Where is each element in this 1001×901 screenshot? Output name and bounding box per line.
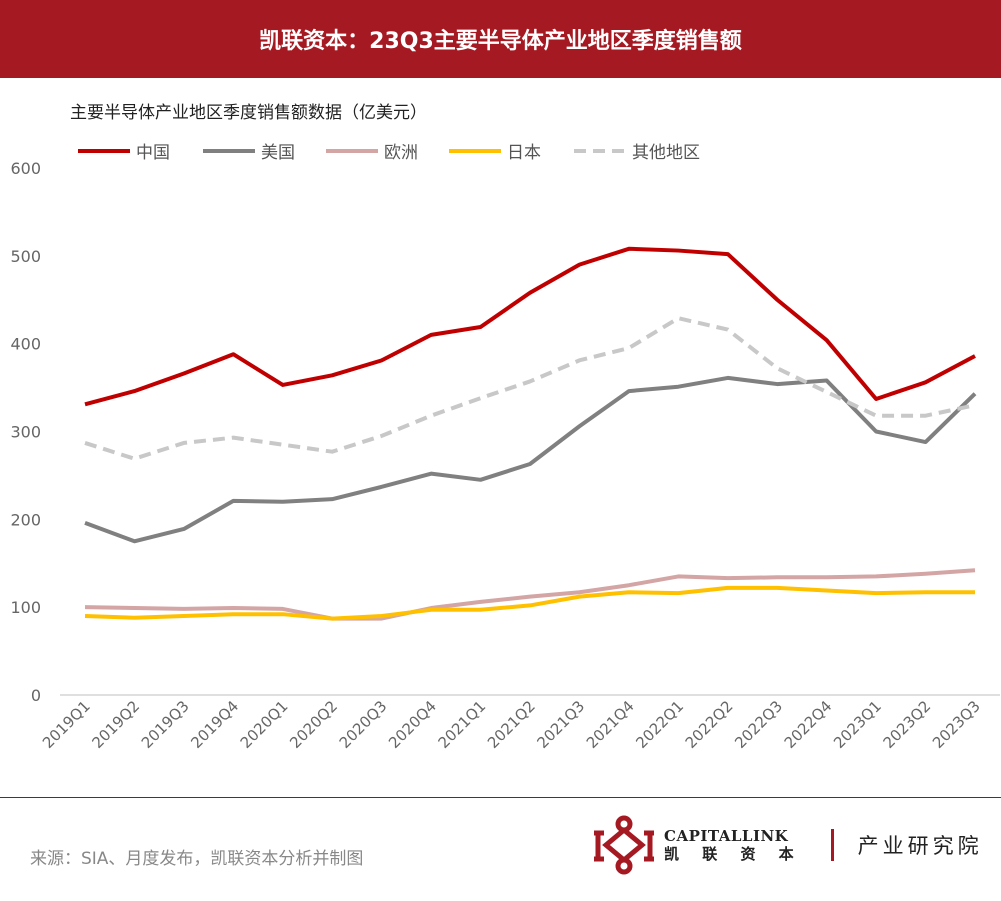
x-tick-label: 2019Q1 — [39, 697, 94, 752]
series-line-2 — [84, 375, 977, 544]
x-tick-label: 2023Q3 — [929, 697, 984, 752]
series-line-4 — [84, 585, 975, 621]
x-tick-label: 2019Q4 — [187, 697, 242, 752]
page-title: 凯联资本：23Q3主要半导体产业地区季度销售额 — [259, 29, 742, 54]
legend-label: 欧洲 — [384, 143, 418, 163]
capitallink-logo: CAPITALLINK 凯 联 资 本 产业研究院 — [592, 815, 983, 875]
x-tick-label: 2019Q3 — [138, 697, 193, 752]
institute-name: 产业研究院 — [857, 834, 983, 858]
series-line-1 — [84, 246, 976, 407]
logo-mark-icon — [594, 815, 654, 875]
chart-title: 主要半导体产业地区季度销售额数据（亿美元） — [70, 103, 427, 123]
line-chart: 0 100 200 300 400 500 600 2019Q12019Q22019Q3201… — [10, 143, 1000, 752]
x-tick-label: 2022Q1 — [632, 697, 687, 752]
logo-english: CAPITALLINK — [664, 827, 789, 845]
x-tick-label: 2020Q4 — [385, 697, 440, 752]
title-banner: 凯联资本：23Q3主要半导体产业地区季度销售额 — [0, 0, 1001, 78]
x-tick-label: 2021Q4 — [583, 697, 638, 752]
x-tick-label: 2021Q1 — [435, 697, 490, 752]
logo-separator — [830, 829, 834, 861]
x-tick-label: 2022Q4 — [781, 697, 836, 752]
series-line-5 — [84, 316, 976, 461]
legend-label: 中国 — [136, 143, 170, 163]
y-tick-label: 300 — [10, 423, 41, 442]
series-line-3 — [84, 568, 976, 621]
logo-chinese: 凯 联 资 本 — [664, 845, 803, 863]
y-tick-label: 100 — [10, 598, 41, 617]
y-tick-label: 600 — [10, 159, 41, 178]
x-tick-label: 2023Q1 — [830, 697, 885, 752]
x-tick-label: 2022Q3 — [731, 697, 786, 752]
y-tick-label: 500 — [10, 247, 41, 266]
footer-divider — [0, 797, 1001, 798]
y-tick-label: 200 — [10, 510, 41, 529]
source-note: 来源：SIA、月度发布，凯联资本分析并制图 — [30, 849, 364, 869]
legend-label: 其他地区 — [632, 143, 700, 163]
legend-label: 美国 — [261, 143, 295, 163]
legend-label: 日本 — [507, 143, 541, 163]
x-tick-label: 2023Q2 — [880, 697, 935, 752]
x-tick-label: 2021Q3 — [533, 697, 588, 752]
x-tick-label: 2021Q2 — [484, 697, 539, 752]
x-tick-label: 2020Q2 — [286, 697, 341, 752]
x-tick-label: 2022Q2 — [682, 697, 737, 752]
y-tick-label: 0 — [31, 686, 41, 705]
x-tick-label: 2020Q1 — [237, 697, 292, 752]
x-tick-label: 2019Q2 — [88, 697, 143, 752]
y-tick-label: 400 — [10, 335, 41, 354]
x-tick-label: 2020Q3 — [336, 697, 391, 752]
